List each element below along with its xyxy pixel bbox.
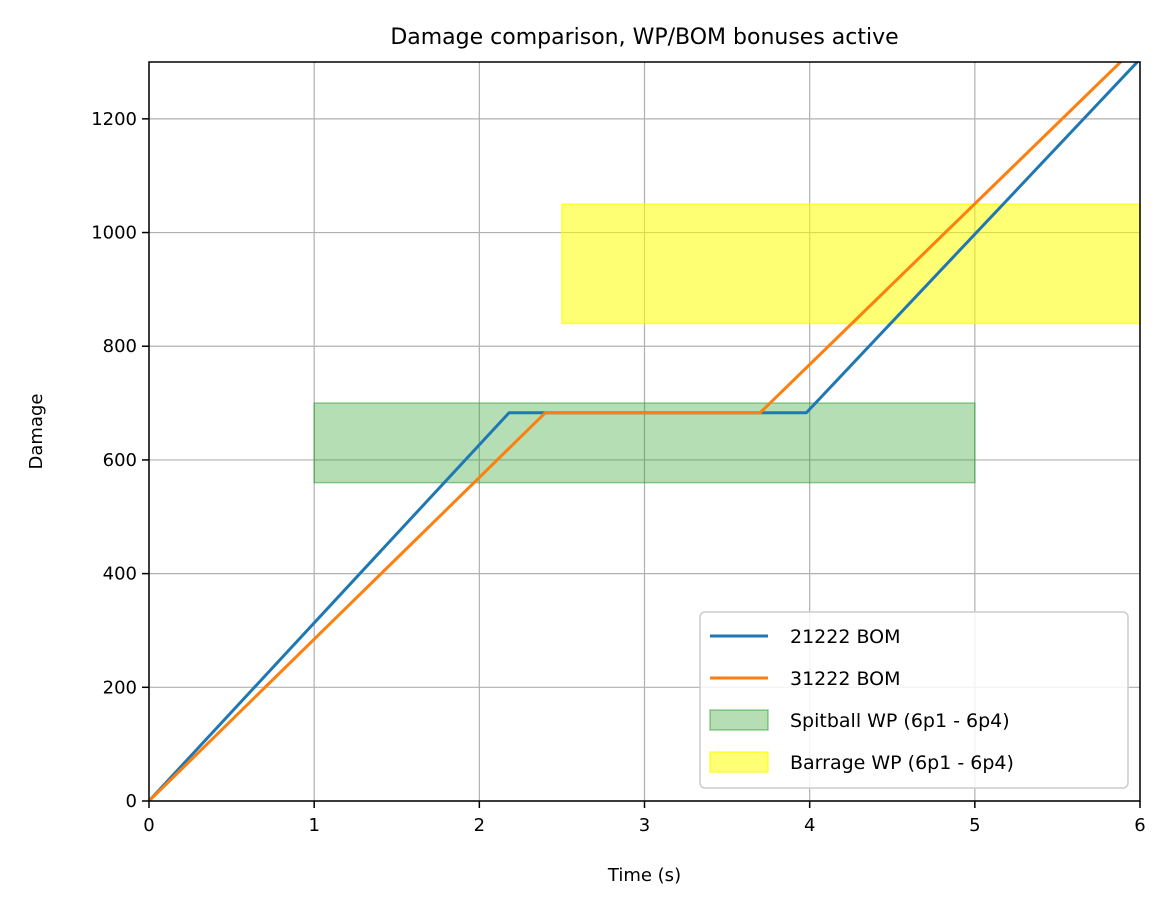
x-tick-label-6: 6 bbox=[1134, 815, 1145, 836]
x-tick-label-5: 5 bbox=[969, 815, 980, 836]
x-axis-label: Time (s) bbox=[607, 865, 681, 886]
x-tick-label-4: 4 bbox=[804, 815, 815, 836]
legend-label-series-0: 21222 BOM bbox=[790, 626, 901, 648]
legend-label-band-1: Barrage WP (6p1 - 6p4) bbox=[790, 752, 1014, 774]
y-tick-label-3: 600 bbox=[103, 450, 137, 471]
y-tick-label-2: 400 bbox=[103, 564, 137, 585]
legend-label-band-0: Spitball WP (6p1 - 6p4) bbox=[790, 710, 1010, 732]
band-1 bbox=[561, 203, 1141, 325]
x-tick-label-2: 2 bbox=[474, 815, 485, 836]
legend-box bbox=[699, 611, 1129, 789]
series-line-1 bbox=[149, 62, 1123, 801]
ticks: 0 1 2 3 4 5 6 0 200 400 600 800 1000 1200 bbox=[91, 109, 1146, 836]
x-tick-label-0: 0 bbox=[143, 815, 154, 836]
band-0 bbox=[313, 402, 976, 484]
y-axis-label: Damage bbox=[26, 394, 47, 470]
y-tick-label-5: 1000 bbox=[91, 223, 137, 244]
series-lines bbox=[149, 62, 1140, 801]
legend-swatch-band-0 bbox=[709, 709, 769, 731]
bands bbox=[313, 203, 1141, 484]
y-tick-label-0: 0 bbox=[126, 791, 137, 812]
chart-title: Damage comparison, WP/BOM bonuses active bbox=[390, 25, 898, 50]
x-tick-label-1: 1 bbox=[308, 815, 319, 836]
legend-swatch-band-1 bbox=[709, 751, 769, 773]
y-tick-label-4: 800 bbox=[103, 336, 137, 357]
x-tick-label-3: 3 bbox=[639, 815, 650, 836]
legend: 21222 BOM 31222 BOM Spitball WP (6p1 - 6p4… bbox=[699, 611, 1129, 789]
y-tick-label-1: 200 bbox=[103, 677, 137, 698]
legend-label-series-1: 31222 BOM bbox=[790, 668, 901, 690]
y-tick-label-6: 1200 bbox=[91, 109, 137, 130]
